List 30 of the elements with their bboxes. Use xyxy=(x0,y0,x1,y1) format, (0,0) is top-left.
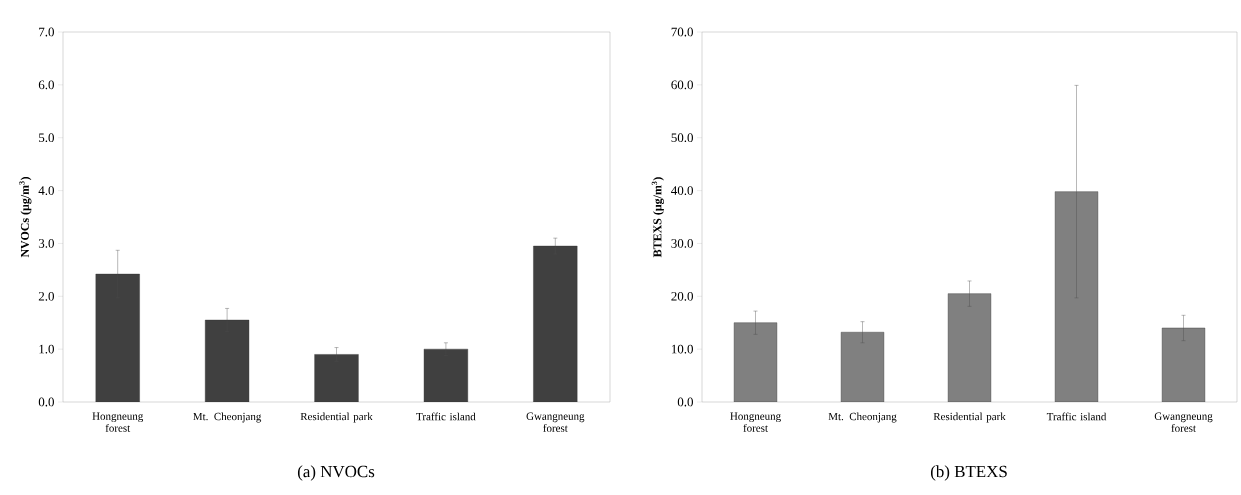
text: BTEXS (μg/m$^{3}$) xyxy=(651,177,664,258)
y-tick-label: 1.0 xyxy=(39,344,54,354)
y-tick-label: 20.0 xyxy=(671,291,693,301)
y-tick-label: 3.0 xyxy=(38,239,54,248)
x-tick-label: Mt. Cheonjang xyxy=(828,412,897,423)
x-tick-label: Hongneung forest xyxy=(730,412,781,432)
y-tick-label: 10.0 xyxy=(671,344,693,354)
y-tick-label: 40.0 xyxy=(671,186,693,195)
x-tick-label: Gwangneung forest xyxy=(526,412,585,432)
y-tick-label: 0.0 xyxy=(677,397,693,407)
y-tick-label: 5.0 xyxy=(39,133,54,143)
x-tick-label: Residential park xyxy=(300,412,373,423)
text: (a) NVOCs xyxy=(297,465,375,481)
text: NVOCs (μg/m$^{3}$) xyxy=(19,176,32,258)
y-tick-label: 30.0 xyxy=(671,239,693,248)
y-tick-label: 0.0 xyxy=(38,397,54,407)
y-tick-label: 4.0 xyxy=(38,186,54,195)
y-tick-label: 6.0 xyxy=(38,80,54,90)
x-tick-label: Residential park xyxy=(933,412,1006,423)
text: (b) BTEXS xyxy=(930,465,1007,481)
x-tick-label: Mt. Cheonjang xyxy=(193,412,262,423)
y-tick-label: 7.0 xyxy=(39,27,54,37)
x-tick-label: Gwangneung forest xyxy=(1154,412,1213,432)
y-tick-label: 60.0 xyxy=(671,80,693,90)
x-tick-label: Traffic island xyxy=(1046,412,1107,421)
x-tick-label: Hongneung forest xyxy=(92,412,144,432)
y-tick-label: 2.0 xyxy=(38,291,54,301)
x-tick-label: Traffic island xyxy=(416,412,476,421)
y-tick-label: 70.0 xyxy=(671,27,693,37)
y-tick-label: 50.0 xyxy=(671,133,693,143)
